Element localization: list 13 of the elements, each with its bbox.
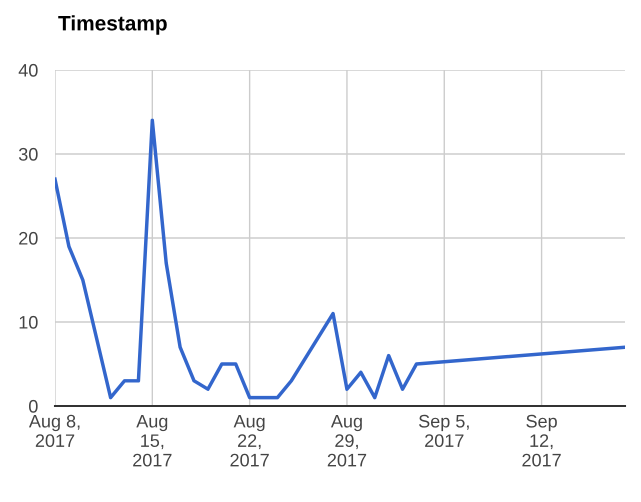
x-tick-label: Sep 5, 2017 xyxy=(418,414,469,448)
x-tick-label: Aug 8, 2017 xyxy=(28,414,80,448)
y-tick-label: 40 xyxy=(18,64,38,77)
y-tick-label: 30 xyxy=(18,148,38,161)
y-tick-label: 0 xyxy=(29,400,38,413)
x-tick-label: Sep 12, 2017 xyxy=(522,414,561,466)
x-tick-label: Aug 29, 2017 xyxy=(328,414,366,466)
x-tick-label: Aug 22, 2017 xyxy=(230,414,269,466)
chart-title: Timestamp xyxy=(58,15,167,35)
x-tick-label: Aug 15, 2017 xyxy=(133,414,172,466)
line-series xyxy=(55,118,625,400)
y-tick-label: 20 xyxy=(19,232,38,245)
y-tick-label: 10 xyxy=(20,316,38,329)
